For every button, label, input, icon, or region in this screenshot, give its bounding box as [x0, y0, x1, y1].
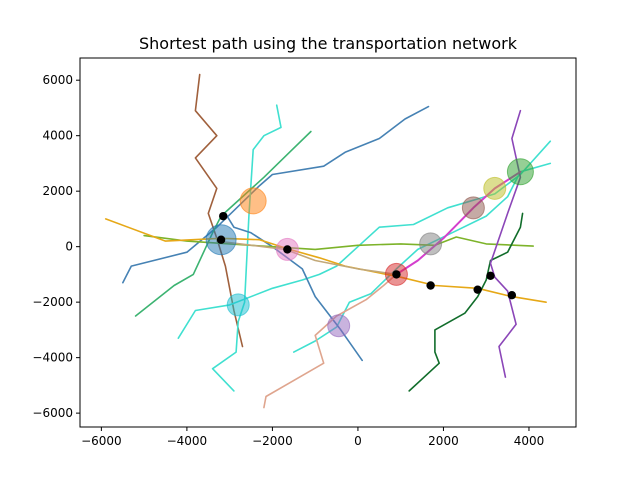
stop-point-1: [219, 212, 227, 220]
stop-point-3: [283, 245, 291, 253]
y-tick-label: −6000: [32, 406, 73, 420]
station-marker-2: [240, 188, 266, 214]
y-tick-label: −4000: [32, 351, 73, 365]
x-tick-label: 4000: [514, 434, 545, 448]
y-tick-label: 0: [65, 240, 73, 254]
chart-title: Shortest path using the transportation n…: [139, 34, 518, 53]
station-marker-4: [227, 294, 249, 316]
y-tick-label: −2000: [32, 295, 73, 309]
x-tick-label: −2000: [252, 434, 293, 448]
stop-point-4: [392, 270, 400, 278]
station-marker-10: [507, 159, 533, 185]
station-marker-8: [462, 197, 484, 219]
stop-point-7: [486, 272, 494, 280]
stop-point-2: [217, 236, 225, 244]
y-tick-label: 4000: [42, 129, 73, 143]
station-marker-7: [420, 233, 442, 255]
station-marker-9: [484, 177, 506, 199]
y-tick-label: 2000: [42, 184, 73, 198]
x-tick-label: 0: [354, 434, 362, 448]
x-tick-label: 2000: [428, 434, 459, 448]
x-tick-label: −4000: [167, 434, 208, 448]
x-tick-label: −6000: [81, 434, 122, 448]
stop-point-6: [473, 285, 481, 293]
stop-point-8: [508, 291, 516, 299]
y-tick-label: 6000: [42, 73, 73, 87]
stop-point-5: [426, 281, 434, 289]
station-marker-5: [328, 315, 350, 337]
